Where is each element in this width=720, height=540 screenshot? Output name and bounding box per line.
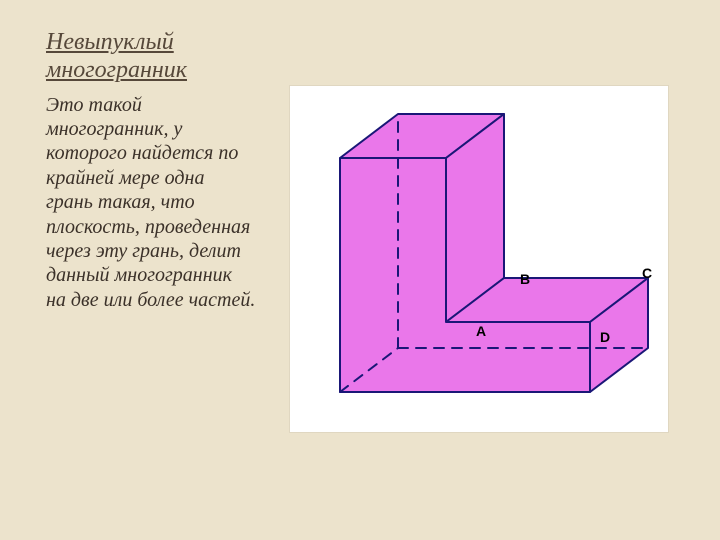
polyhedron-figure: A B C D (290, 86, 668, 432)
vertex-label-d: D (600, 329, 610, 345)
vertex-label-a: A (476, 323, 486, 339)
vertex-label-c: C (642, 265, 652, 281)
vertex-label-b: B (520, 271, 530, 287)
slide-title: Невыпуклый многогранник (46, 28, 256, 85)
slide-body: Это такой многогранник, у которого найде… (46, 93, 256, 313)
